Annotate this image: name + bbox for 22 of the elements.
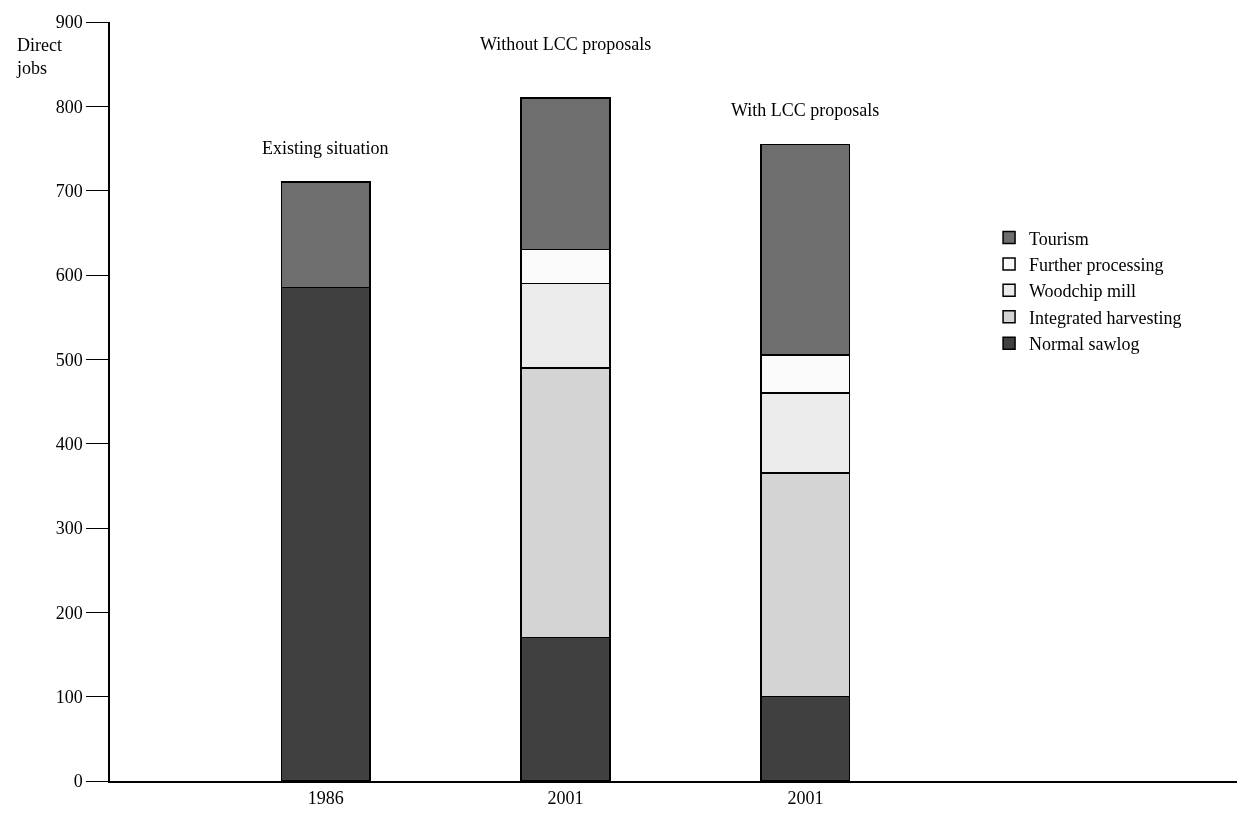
y-tick-label: 200: [55, 602, 83, 623]
y-tick-label: 500: [55, 349, 83, 370]
y-axis-title: Direct jobs: [16, 35, 62, 79]
annotation: Without LCC proposals: [480, 34, 652, 54]
y-tick-label: 900: [55, 12, 83, 33]
y-tick-label: 800: [55, 96, 83, 117]
y-tick-label: 600: [55, 265, 83, 286]
y-tick-label: 0: [73, 771, 83, 792]
y-tick-label: 700: [55, 180, 83, 201]
annotation: With LCC proposals: [731, 100, 880, 120]
y-tick-label: 300: [55, 518, 83, 539]
x-tick-label: 1986: [307, 788, 344, 809]
y-tick-label: 400: [55, 433, 83, 454]
y-tick-label: 100: [55, 686, 83, 707]
legend-label: Integrated harvesting: [1029, 307, 1182, 328]
annotation: Existing situation: [262, 138, 389, 158]
legend-label: Woodchip mill: [1029, 281, 1137, 302]
x-tick-label: 2001: [787, 788, 824, 809]
legend-label: Tourism: [1029, 228, 1089, 249]
legend-label: Normal sawlog: [1029, 334, 1140, 355]
x-tick-label: 2001: [547, 788, 584, 809]
legend-label: Further processing: [1029, 254, 1164, 275]
